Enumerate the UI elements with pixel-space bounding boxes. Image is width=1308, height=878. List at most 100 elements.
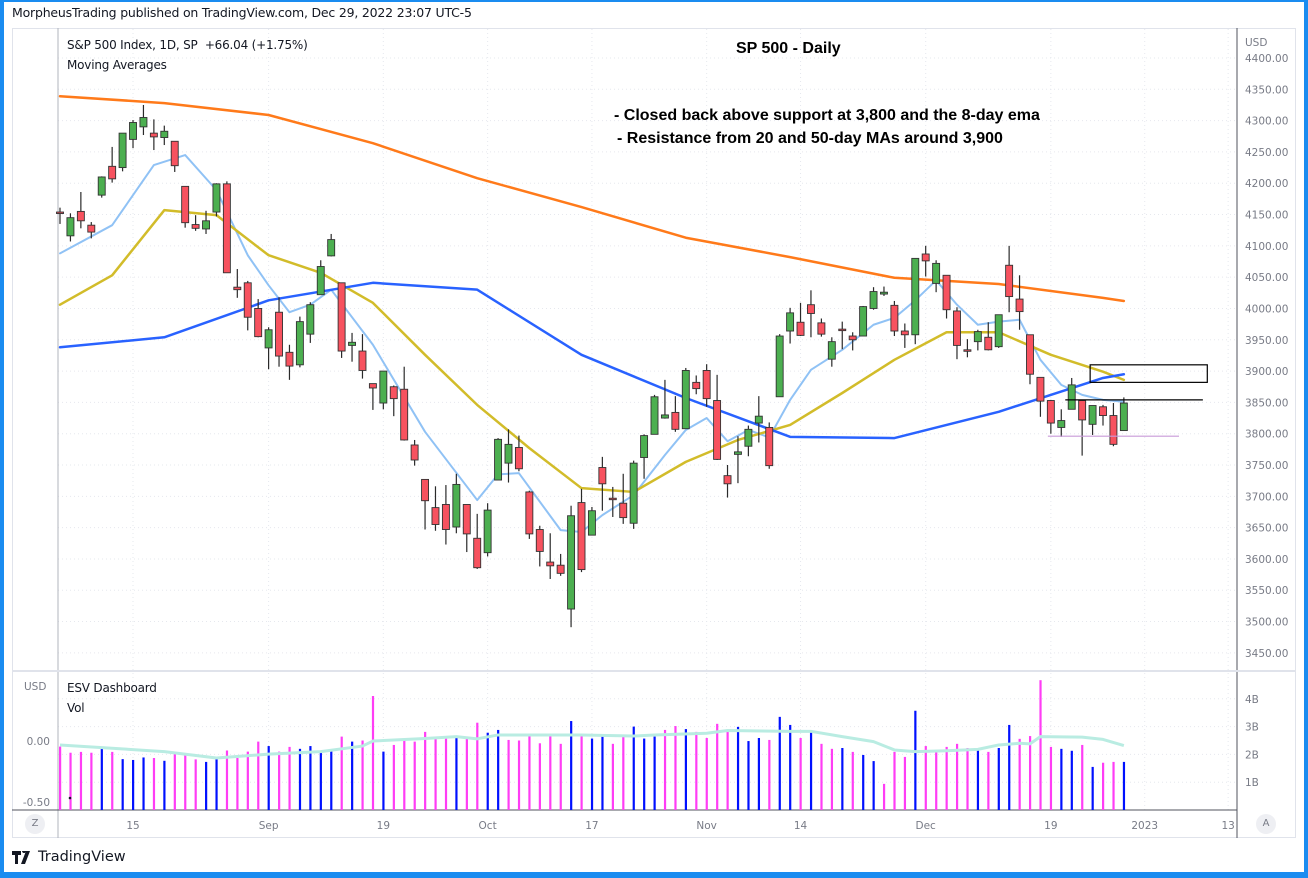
candle-down[interactable] [191,224,200,229]
candle-up[interactable] [212,183,221,213]
candle-up[interactable] [379,370,388,404]
candle-up[interactable] [306,304,315,335]
candle-up[interactable] [129,122,137,140]
candle-down[interactable] [1046,400,1055,424]
candle-up[interactable] [754,415,763,424]
symbol-legend[interactable]: S&P 500 Index, 1D, SP +66.04 (+1.75%) [67,38,308,52]
candle-down[interactable] [890,304,899,332]
candle-down[interactable] [421,478,429,502]
candle-up[interactable] [504,443,513,464]
candle-up[interactable] [327,239,336,257]
candle-down[interactable] [254,308,263,338]
candle-down[interactable] [942,274,951,311]
candle-up[interactable] [629,462,638,524]
indicator-legend-esv[interactable]: ESV Dashboard [67,681,157,695]
candle-down[interactable] [1015,298,1024,313]
candle-up[interactable] [587,510,596,536]
candle-down[interactable] [1005,264,1014,298]
candle-down[interactable] [275,311,283,357]
candle-down[interactable] [984,336,993,351]
candle-down[interactable] [577,502,586,571]
candle-up[interactable] [1088,405,1097,425]
candle-down[interactable] [514,447,523,470]
candle-down[interactable] [149,132,158,138]
candle-up[interactable] [744,428,753,447]
candle-up[interactable] [139,117,148,128]
candle-up[interactable] [66,217,75,237]
candle-up[interactable] [827,341,836,360]
candle-down[interactable] [546,561,555,567]
candle-up[interactable] [316,266,325,296]
indicator-legend-vol[interactable]: Vol [67,701,85,715]
candle-up[interactable] [681,370,690,430]
candle-up[interactable] [494,438,503,481]
candle-down[interactable] [817,322,826,335]
candle-down[interactable] [462,504,471,535]
candle-down[interactable] [108,165,117,180]
candle-down[interactable] [807,304,815,314]
tradingview-logo[interactable]: TradingView [12,849,126,865]
candle-down[interactable] [723,475,732,485]
candle-up[interactable] [1057,420,1066,428]
candle-up[interactable] [786,312,795,332]
candle-up[interactable] [973,331,982,343]
candle-up[interactable] [483,509,492,554]
candle-down[interactable] [337,282,346,352]
candle-down[interactable] [222,183,231,274]
candle-up[interactable] [640,435,649,458]
candle-down[interactable] [713,400,722,460]
candle-up[interactable] [869,291,878,309]
candle-down[interactable] [900,330,909,336]
candle-down[interactable] [181,185,190,224]
resistance-box[interactable] [1089,364,1208,383]
candle-up[interactable] [567,515,576,610]
candle-up[interactable] [97,176,106,196]
candle-up[interactable] [859,306,868,337]
zoom-button[interactable]: Z [25,814,45,834]
candle-up[interactable] [650,396,659,435]
candle-down[interactable] [1026,334,1034,375]
candle-down[interactable] [368,383,377,389]
candle-down[interactable] [431,507,440,525]
candle-up[interactable] [775,335,784,398]
candle-up[interactable] [452,483,461,528]
candle-down[interactable] [87,224,96,233]
candle-down[interactable] [619,502,628,519]
candle-down[interactable] [525,491,534,535]
candle-up[interactable] [911,257,920,336]
candle-up[interactable] [264,329,273,349]
candle-up[interactable] [348,341,356,346]
candle-down[interactable] [473,537,482,569]
candle-down[interactable] [848,335,857,341]
candle-down[interactable] [1099,406,1107,416]
candle-down[interactable] [441,504,450,530]
candle-down[interactable] [56,211,64,214]
candle-up[interactable] [932,262,941,284]
candle-down[interactable] [953,310,961,346]
candle-up[interactable] [880,291,888,295]
candle-down[interactable] [963,349,972,352]
indicator-legend-moving-averages[interactable]: Moving Averages [67,58,167,72]
candle-up[interactable] [734,451,742,455]
candle-down[interactable] [556,564,565,574]
candle-down[interactable] [598,467,607,485]
candle-down[interactable] [76,210,85,222]
candle-down[interactable] [535,529,544,552]
auto-scale-button[interactable]: A [1256,814,1276,834]
candle-down[interactable] [702,370,711,400]
candle-up[interactable] [118,132,127,169]
candle-up[interactable] [1067,384,1076,410]
candle-down[interactable] [838,328,847,332]
candle-down[interactable] [233,286,242,291]
candle-up[interactable] [202,220,210,230]
candle-down[interactable] [921,253,930,262]
candle-down[interactable] [389,386,398,400]
candle-down[interactable] [170,140,179,167]
candle-up[interactable] [160,130,169,138]
candle-down[interactable] [1109,415,1118,445]
candle-down[interactable] [243,282,252,318]
candle-down[interactable] [1078,400,1087,421]
candle-up[interactable] [994,314,1003,348]
candle-down[interactable] [765,426,774,467]
